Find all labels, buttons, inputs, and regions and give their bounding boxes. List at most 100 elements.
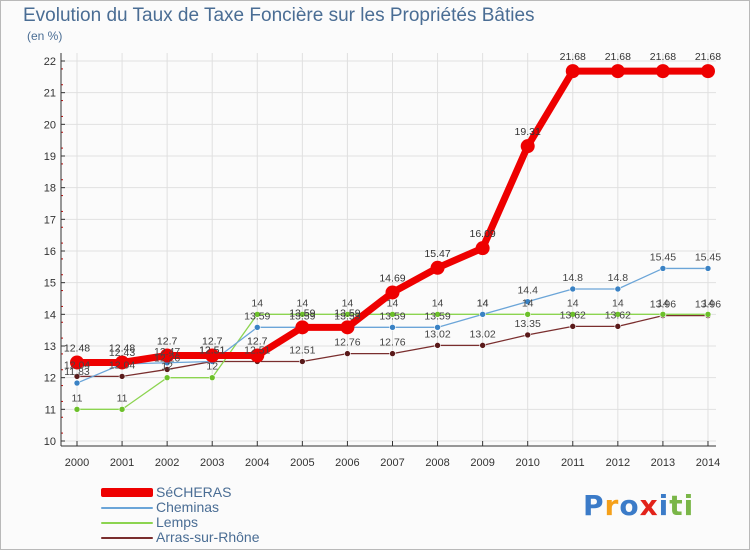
legend-label: SéCHERAS	[156, 484, 232, 500]
data-point	[389, 324, 396, 331]
data-point	[430, 260, 445, 275]
y-tick-label: 12	[44, 373, 56, 385]
data-label: 12.7	[247, 336, 268, 348]
data-label: 14	[251, 297, 263, 309]
y-tick-label: 11	[45, 404, 56, 416]
data-label: 14	[477, 297, 489, 309]
data-label: 12	[161, 361, 173, 373]
data-label: 15.45	[650, 251, 676, 263]
chart-title: Evolution du Taux de Taxe Foncière sur l…	[23, 5, 535, 26]
y-tick-label: 21	[44, 88, 56, 100]
data-label: 12.26	[154, 352, 180, 364]
data-label: 14	[567, 297, 579, 309]
data-point	[479, 342, 486, 349]
logo-letter: i	[658, 489, 670, 522]
data-label: 13.59	[334, 310, 360, 322]
data-point	[434, 324, 441, 331]
data-label: 16.09	[469, 228, 495, 240]
data-label: 12.76	[334, 337, 360, 349]
data-label: 13.96	[695, 299, 721, 311]
data-label: 12	[206, 361, 218, 373]
x-tick-label: 2003	[200, 457, 224, 469]
data-point	[73, 373, 81, 380]
data-point	[569, 323, 577, 330]
data-label: 14	[387, 297, 399, 309]
data-label: 12.47	[154, 346, 180, 358]
legend-label: Cheminas	[156, 499, 220, 515]
data-label: 14	[342, 297, 354, 309]
data-point	[299, 311, 306, 318]
data-point	[479, 311, 486, 318]
series-2	[73, 311, 712, 413]
series-0	[70, 64, 715, 370]
data-point	[253, 311, 261, 318]
data-point	[205, 348, 220, 363]
data-label: 13.35	[515, 318, 541, 330]
data-label: 14	[612, 297, 624, 309]
logo-letter: r	[604, 489, 620, 522]
legend-swatch	[101, 536, 153, 539]
data-label: 13.59	[289, 310, 315, 322]
data-label: 14	[477, 297, 489, 309]
data-label: 14.8	[563, 272, 584, 284]
data-point	[565, 64, 580, 79]
data-point	[208, 374, 216, 381]
legend-swatch	[101, 506, 153, 509]
legend-item: Lemps	[101, 515, 259, 530]
data-point	[614, 285, 622, 293]
data-label: 13.59	[244, 310, 270, 322]
axes: 10 11 12 13 14 15 16 17 18 19 20 21 22 2000 2001 2002 20…	[44, 53, 720, 469]
data-point	[704, 311, 712, 318]
data-label: 14.69	[379, 272, 405, 284]
data-point	[253, 324, 261, 331]
data-point	[73, 379, 81, 387]
data-point	[524, 331, 532, 339]
grid-lines	[61, 53, 716, 442]
data-point	[475, 241, 490, 256]
data-point	[610, 64, 625, 79]
y-tick-label: 10	[44, 436, 56, 448]
data-label: 13.59	[289, 307, 315, 319]
data-label: 12.51	[199, 345, 225, 357]
data-point	[115, 355, 130, 370]
logo-letter: x	[639, 489, 659, 522]
data-point	[659, 311, 667, 318]
proxiti-logo: Proxiti	[583, 489, 694, 522]
data-point	[163, 374, 171, 381]
legend-item: Arras-sur-Rhône	[101, 530, 259, 545]
data-point	[344, 311, 351, 318]
data-point	[389, 311, 396, 318]
data-point	[250, 348, 265, 363]
legend-swatch	[101, 488, 153, 497]
data-point	[524, 298, 532, 305]
data-label: 14	[522, 297, 534, 309]
y-tick-label: 19	[44, 151, 56, 163]
data-point	[704, 265, 712, 272]
data-point	[614, 311, 622, 318]
data-labels: 12.48 12.48 12.7 12.7 12.7 13.59 13.59 14.69 15.…	[64, 51, 721, 404]
x-tick-label: 2008	[425, 457, 449, 469]
data-point	[163, 366, 171, 373]
x-tick-label: 2004	[245, 457, 269, 469]
series-lines	[70, 64, 715, 413]
data-point	[160, 348, 175, 363]
x-tick-label: 2009	[470, 457, 494, 469]
data-point	[340, 320, 355, 335]
data-label: 12.43	[109, 347, 135, 359]
data-label: 21.68	[695, 51, 721, 63]
data-label: 13.59	[424, 310, 450, 322]
legend-label: Lemps	[156, 514, 199, 530]
data-point	[614, 323, 622, 330]
data-label: 12.7	[157, 336, 178, 348]
data-label: 19.31	[515, 126, 541, 138]
x-tick-label: 2005	[290, 457, 314, 469]
logo-letter: o	[619, 489, 640, 522]
data-point	[73, 406, 81, 413]
data-label: 13.59	[334, 307, 360, 319]
x-tick-label: 2007	[380, 457, 404, 469]
data-point	[524, 311, 532, 318]
data-label: 21.68	[605, 51, 631, 63]
data-point	[700, 64, 715, 79]
data-label: 14	[657, 297, 669, 309]
